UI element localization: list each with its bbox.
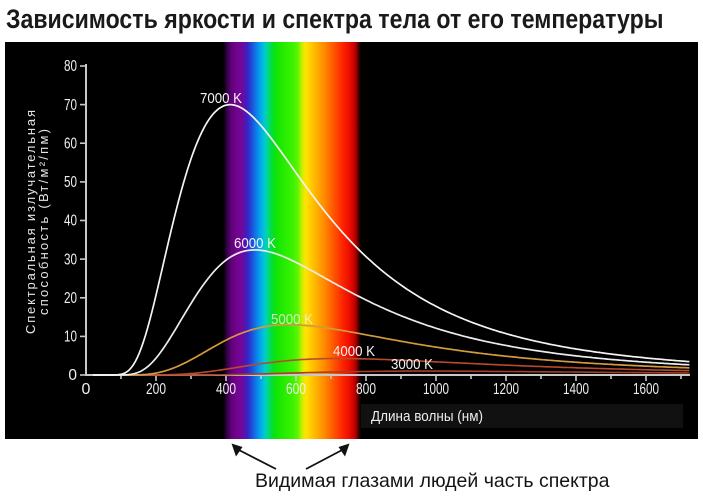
svg-text:0: 0 <box>68 367 77 384</box>
svg-text:6000 K: 6000 K <box>234 235 276 252</box>
svg-text:50: 50 <box>64 174 77 191</box>
svg-text:40: 40 <box>64 213 77 230</box>
svg-text:70: 70 <box>64 97 77 114</box>
svg-text:20: 20 <box>64 290 77 307</box>
svg-text:7000 K: 7000 K <box>200 90 242 107</box>
svg-text:800: 800 <box>356 381 376 398</box>
svg-text:0: 0 <box>82 381 91 398</box>
svg-text:30: 30 <box>64 251 77 268</box>
svg-text:60: 60 <box>64 135 77 152</box>
svg-text:1200: 1200 <box>493 381 519 398</box>
svg-text:5000 K: 5000 K <box>271 311 313 328</box>
svg-text:1600: 1600 <box>633 381 659 398</box>
svg-text:Спектральная излучательная: Спектральная излучательная <box>23 110 38 334</box>
svg-text:Длина волны (нм): Длина волны (нм) <box>371 409 483 425</box>
svg-text:способность (Вт/м²/пм): способность (Вт/м²/пм) <box>36 129 51 315</box>
svg-text:1400: 1400 <box>563 381 589 398</box>
svg-text:200: 200 <box>146 381 166 398</box>
svg-text:4000 K: 4000 K <box>333 343 375 360</box>
svg-text:10: 10 <box>64 329 77 346</box>
svg-text:400: 400 <box>216 381 236 398</box>
svg-text:600: 600 <box>286 381 306 398</box>
svg-text:80: 80 <box>64 58 77 75</box>
svg-text:1000: 1000 <box>423 381 449 398</box>
svg-text:3000 K: 3000 K <box>391 356 433 373</box>
